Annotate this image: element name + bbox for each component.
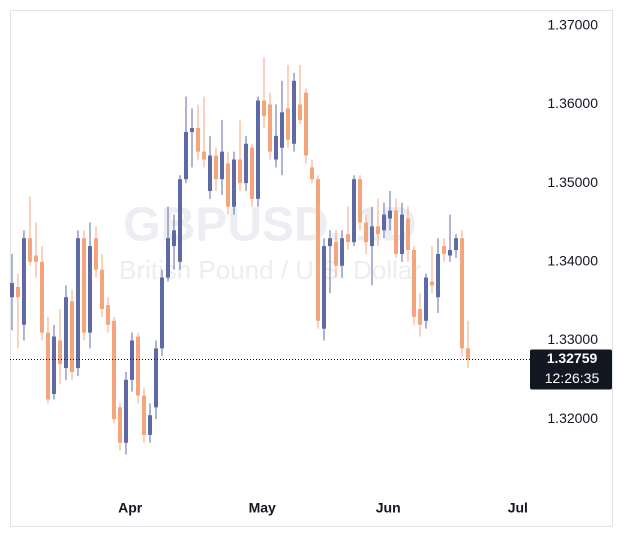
candle-body (27, 238, 32, 262)
candle-body (298, 104, 303, 121)
candle-body (424, 277, 429, 321)
candle-body (382, 214, 387, 231)
candle-body (322, 246, 327, 329)
candle-body (243, 143, 248, 184)
last-price-label: 1.32759 (547, 350, 598, 366)
candle-body (448, 250, 453, 256)
candle-body (400, 214, 405, 254)
candle-body (99, 269, 104, 310)
candle-body (213, 155, 218, 180)
candle-body (280, 112, 285, 148)
candle-body (183, 131, 188, 180)
y-tick-label: 1.33000 (547, 331, 598, 347)
candle-body (177, 179, 182, 262)
candle-body (51, 336, 56, 394)
candle-body (346, 234, 351, 243)
y-tick-label: 1.32000 (547, 410, 598, 426)
candle-body (75, 238, 80, 369)
candle-body (304, 92, 309, 156)
candle-body (195, 128, 200, 152)
candle-body (69, 301, 74, 372)
candle-body (201, 151, 206, 160)
candle-body (261, 100, 266, 117)
candle-body (394, 210, 399, 254)
candle-body (165, 238, 170, 278)
candle-body (358, 179, 363, 223)
y-tick-label: 1.37000 (547, 16, 598, 32)
y-tick-label: 1.35000 (547, 174, 598, 190)
candle-body (111, 320, 116, 420)
countdown-label: 12:26:35 (545, 370, 600, 386)
candle-body (39, 261, 44, 333)
candle-body (87, 246, 92, 333)
candle-body (454, 238, 459, 250)
candle-body (219, 151, 224, 180)
candle-body (93, 238, 98, 270)
candle-body (57, 340, 62, 365)
candle-body (340, 238, 345, 266)
candle-body (189, 128, 194, 132)
chart-frame (10, 10, 613, 527)
candle-body (310, 167, 315, 180)
candle-body (9, 283, 14, 298)
candle-body (352, 179, 357, 243)
candle-body (147, 415, 152, 435)
candle-body (153, 348, 158, 408)
candle-body (268, 104, 272, 152)
candle-body (364, 222, 369, 243)
x-tick-label: May (249, 500, 276, 516)
candle-body (33, 255, 38, 262)
candle-body (436, 253, 441, 298)
candle-body (370, 226, 375, 247)
candle-body (460, 238, 465, 349)
candle-body (328, 238, 333, 247)
candle-body (286, 108, 291, 140)
candle-body (129, 340, 134, 380)
candle-body (292, 80, 297, 144)
candle-body (442, 246, 447, 254)
last-price-box (530, 349, 612, 390)
x-tick-label: Apr (118, 500, 143, 516)
candle-body (274, 135, 279, 160)
candle-body (81, 238, 86, 333)
candle-body (249, 147, 254, 199)
candle-body (334, 242, 339, 266)
candle-body (141, 395, 146, 435)
x-tick-label: Jul (508, 500, 528, 516)
watermark-subtitle: British Pound / U.S. Dollar (119, 255, 421, 285)
candle-body (159, 277, 164, 349)
candle-body (231, 159, 236, 207)
candle-body (45, 332, 50, 400)
candle-body (123, 379, 128, 443)
candle-body (388, 210, 393, 219)
y-tick-label: 1.36000 (547, 95, 598, 111)
y-tick-label: 1.34000 (547, 253, 598, 269)
candle-body (376, 226, 381, 235)
candle-body (412, 250, 417, 317)
x-tick-label: Jun (376, 500, 401, 516)
candle-body (466, 348, 471, 360)
candle-body (406, 218, 411, 250)
candle-body (21, 238, 26, 325)
candle-body (207, 155, 212, 191)
candle-body (418, 309, 423, 325)
candle-body (225, 163, 230, 207)
candle-body (255, 100, 260, 199)
candle-body (117, 407, 122, 443)
candle-body (135, 336, 140, 396)
candle-body (430, 281, 435, 286)
candle-body (237, 159, 242, 184)
candle-body (63, 297, 68, 369)
candle-body (171, 230, 176, 247)
candle-body (105, 305, 110, 325)
candle-body (15, 286, 20, 298)
candle-body (316, 179, 321, 321)
